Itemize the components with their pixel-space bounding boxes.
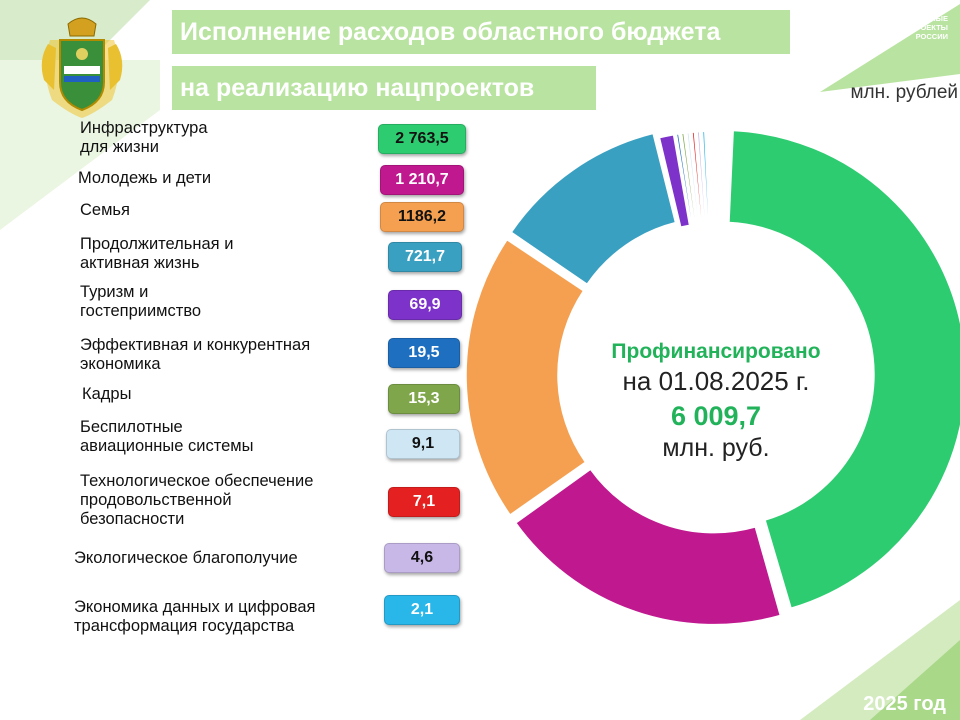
center-total-value: 6 009,7: [670, 401, 762, 431]
category-label-active-life: Продолжительная и активная жизнь: [80, 235, 234, 272]
logo-text-line1: НАЦИОНАЛЬНЫЕ: [881, 14, 948, 23]
donut-slice-4: [658, 133, 691, 229]
logo-text-line2: ПРОЕКТЫ: [910, 23, 948, 32]
category-label-infrastructure: Инфраструктура для жизни: [80, 119, 208, 156]
value-badge-youth: 1 210,7: [380, 165, 464, 195]
bg-triangle-left: [0, 60, 160, 230]
value-badge-economy: 19,5: [388, 338, 460, 368]
donut-slice-3: [510, 132, 677, 286]
page-title-line1: Исполнение расходов областного бюджета: [172, 10, 790, 54]
value-badge-family: 1186,2: [380, 202, 464, 232]
national-projects-logo: [820, 4, 960, 92]
category-label-ecology: Экологическое благополучие: [74, 549, 298, 567]
value-badge-active-life: 721,7: [388, 242, 462, 272]
category-label-food-security: Технологическое обеспечение продовольстве…: [80, 472, 314, 528]
donut-slice-2: [465, 238, 587, 516]
category-label-economy: Эффективная и конкурентная экономика: [80, 336, 311, 373]
value-badge-ecology: 4,6: [384, 543, 460, 573]
page-title-line2: на реализацию нацпроектов: [172, 66, 596, 110]
category-label-personnel: Кадры: [82, 385, 132, 403]
value-badge-digital: 2,1: [384, 595, 460, 625]
donut-slice-6: [680, 132, 697, 226]
center-date: на 01.08.2025 г.: [622, 366, 810, 396]
center-financed-label: Профинансировано: [611, 340, 821, 363]
bg-triangle-bottom-right-dark: [870, 640, 960, 720]
national-projects-logo-text: НАЦИОНАЛЬНЫЕ ПРОЕКТЫ РОССИИ: [848, 14, 948, 41]
donut-slice-8: [691, 131, 704, 225]
value-badge-food-security: 7,1: [388, 487, 460, 517]
value-badge-personnel: 15,3: [388, 384, 460, 414]
year-label: 2025 год: [863, 693, 946, 715]
category-label-tourism: Туризм и гостеприимство: [80, 283, 202, 320]
donut-slice-0: [728, 129, 960, 610]
center-unit: млн. руб.: [662, 434, 770, 462]
category-label-youth: Молодежь и дети: [78, 169, 212, 187]
donut-slice-5: [675, 133, 694, 226]
category-label-family: Семья: [80, 201, 130, 219]
value-badge-tourism: 69,9: [388, 290, 462, 320]
value-badge-infrastructure: 2 763,5: [378, 124, 466, 154]
unit-label: млн. рублей: [850, 82, 958, 103]
donut-slice-9: [696, 130, 707, 225]
value-badge-drones: 9,1: [386, 429, 460, 459]
category-label-drones: Беспилотные авиационные системы: [80, 418, 254, 455]
coat-of-arms-icon: [41, 17, 123, 118]
donut-slice-7: [685, 131, 701, 225]
category-label-digital: Экономика данных и цифровая трансформация…: [74, 598, 316, 635]
logo-text-line3: РОССИИ: [915, 32, 948, 41]
donut-slice-10: [701, 130, 710, 225]
donut-center-text: Профинансировано на 01.08.2025 г. 6 009,…: [580, 340, 852, 463]
donut-slice-1: [514, 468, 782, 626]
